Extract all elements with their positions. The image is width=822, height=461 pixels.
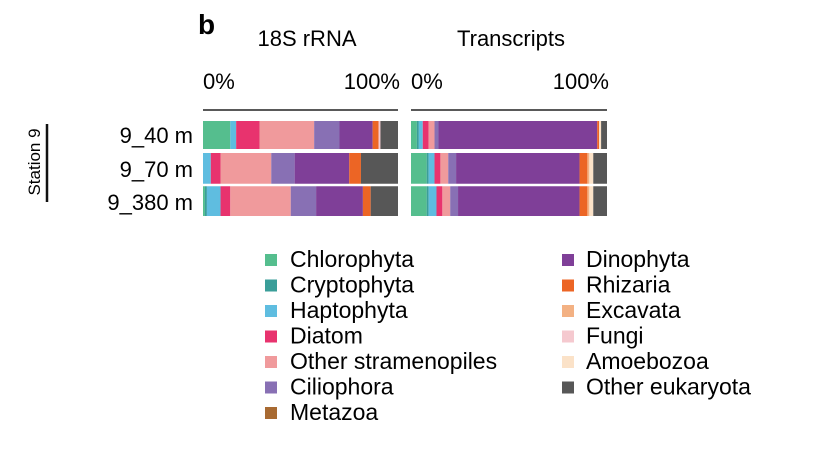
bar-segment [456,153,580,184]
tick-label: 0% [203,69,235,94]
bar-segment [589,153,594,184]
legend-label: Dinophyta [586,246,690,272]
legend-swatch [265,356,277,368]
row-label: 9_380 m [107,190,193,215]
bar-segment [203,121,231,149]
bar-segment [290,186,317,216]
bar-segment [422,121,429,149]
legend-swatch [562,279,574,292]
legend-swatch [562,305,574,317]
bar-segment [411,153,427,184]
bar-segment [294,153,350,184]
bar-segment [434,153,441,184]
legend-swatch [265,279,277,292]
legend-swatch [562,381,574,394]
bar-segment [436,186,443,216]
bar-segment [203,153,211,184]
bar-segment [593,153,607,184]
bar-segment [599,121,602,149]
bar-segment [203,186,205,216]
legend-label: Amoebozoa [586,348,709,374]
bar-segment [587,186,590,216]
legend-swatch [562,330,574,343]
bar-segment [220,186,231,216]
bar-segment [440,153,449,184]
legend-swatch [562,356,574,368]
bar-segment [314,121,340,149]
bar-segment [204,186,207,216]
legend-label: Ciliophora [290,374,394,400]
legend-label: Rhizaria [586,272,671,298]
panel-title: 18S rRNA [257,26,356,51]
bar-segment [458,186,580,216]
bar-segment [442,186,451,216]
legend-label: Chlorophyta [290,246,414,272]
legend-label: Diatom [290,323,363,349]
bar-segment [597,121,600,149]
legend-label: Other stramenopiles [290,348,497,374]
bar-segment [579,186,588,216]
bar-segment [411,121,417,149]
bar-segment [601,121,607,149]
tick-label: 100% [553,69,609,94]
bar-segment [438,121,598,149]
bar-segment [593,186,607,216]
bar-segment [360,153,398,184]
legend-label: Cryptophyta [290,272,414,298]
legend-label: Fungi [586,323,644,349]
station-label: Station 9 [25,128,44,195]
legend-label: Excavata [586,297,681,323]
legend-label: Haptophyta [290,297,408,323]
bar-segment [587,153,590,184]
bar-segment [271,153,295,184]
row-label: 9_70 m [120,157,193,182]
bar-segment [316,186,363,216]
bar-segment [579,153,588,184]
legend-swatch [265,254,277,266]
bar-segment [206,186,221,216]
legend-swatch [265,407,277,419]
bar-segment [589,186,594,216]
bar-segment [450,186,459,216]
legend-label: Other eukaryota [586,374,751,400]
bar-segment [426,186,429,216]
legend-swatch [562,254,574,266]
bar-segment [220,153,272,184]
bar-segment [380,121,398,149]
bar-segment [434,121,439,149]
bar-segment [230,186,291,216]
bar-segment [259,121,315,149]
bar-segment [416,121,419,149]
bar-segment [370,186,398,216]
tick-label: 0% [411,69,443,94]
row-label: 9_40 m [120,123,193,148]
bar-segment [428,121,435,149]
panel-title: Transcripts [457,26,565,51]
bar-segment [362,186,371,216]
bar-segment [426,153,429,184]
bar-segment [418,121,423,149]
legend-swatch [265,381,277,394]
bar-segment [349,153,361,184]
legend-swatch [265,330,277,343]
legend-swatch [265,305,277,317]
bar-segment [448,153,457,184]
bar-segment [236,121,260,149]
bar-segment [428,186,437,216]
bar-segment [428,153,435,184]
bar-segment [339,121,373,149]
legend-label: Metazoa [290,399,378,425]
tick-label: 100% [344,69,400,94]
bar-segment [210,153,221,184]
bar-segment [378,121,381,149]
bar-segment [411,186,427,216]
bar-segment [230,121,237,149]
panel-label: b [198,9,215,40]
bar-segment [372,121,379,149]
